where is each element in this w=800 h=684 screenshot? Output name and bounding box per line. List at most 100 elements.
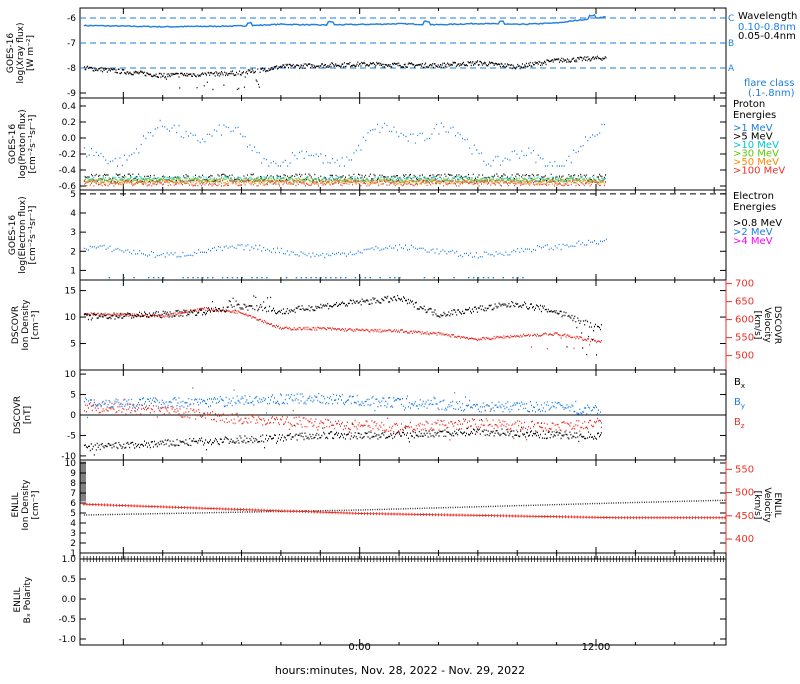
y-axis-label: [nT] [23, 406, 33, 424]
dscovr-mag-ylabel: DSCOVR [nT] [13, 396, 33, 434]
electron-points [83, 238, 607, 259]
y-axis-label: Bₓ Polarity [23, 576, 33, 623]
flare-label-a: A [728, 64, 735, 74]
y-tick-label-right: 700 [735, 279, 754, 290]
proton-ylabel: GOES-16 log(Proton flux) [cm⁻²s⁻¹sr⁻¹] [8, 109, 38, 178]
y-tick-label: 15 [65, 287, 76, 297]
y-axis-label: GOES-16 [6, 33, 16, 73]
y-axis-label: ENLIL [13, 587, 23, 612]
y-tick-label: -1.0 [58, 635, 76, 645]
y-axis-label: [cm⁻²s⁻¹sr⁻¹] [28, 115, 38, 174]
y-tick-label: -5 [67, 431, 76, 441]
legend-proton-0: >1 MeV [733, 123, 773, 134]
series-dscovr-density [83, 294, 602, 356]
series-proton-5 [83, 179, 606, 187]
mag-points [83, 419, 602, 456]
flare-label-c: C [728, 14, 734, 24]
density-points [83, 294, 602, 356]
y-tick-label: 8 [70, 479, 76, 489]
series-electron-2mev [83, 238, 607, 259]
y-axis-label: [cm⁻³] [31, 310, 41, 339]
y-tick-label: 10 [65, 370, 77, 380]
panel-frame [79, 552, 727, 646]
series-xray-short-points [83, 55, 607, 91]
y-tick-label: 5 [70, 391, 76, 401]
legend-flare-class: flare class [744, 78, 794, 89]
xray-ylabel: GOES-16 log(Xray flux) [W m⁻²] [6, 22, 36, 83]
y-tick-label: 0.0 [62, 134, 77, 144]
enlil-velocity-marks [82, 502, 727, 520]
y-axis-label: [cm⁻³] [31, 490, 41, 519]
mag-points [83, 387, 602, 424]
y-axis-label: log(Proton flux) [18, 109, 28, 178]
y-tick-label-right: 550 [735, 333, 754, 344]
panel-frame [79, 97, 727, 191]
y-axis-label: Ion Density [21, 479, 31, 531]
panel-frame [79, 459, 727, 554]
legend-electron-title: Electron [733, 191, 774, 202]
legend-electron-0: >0.8 MeV [733, 218, 782, 229]
y-tick-label-right: 550 [735, 464, 754, 475]
y-tick-label-right: 500 [735, 351, 754, 362]
y-axis-label: [W m⁻²] [26, 35, 36, 71]
legend-short-channel: 0.05-0.4nm [738, 31, 796, 42]
legend-proton-3: >30 MeV [733, 149, 779, 160]
y-tick-label: 2 [70, 247, 76, 257]
series-dscovr-velocity [83, 307, 602, 350]
y-tick-label: 1 [70, 549, 76, 559]
y-tick-label: 3 [70, 529, 76, 539]
flare-label-b: B [728, 39, 734, 49]
proton-points [83, 119, 605, 167]
x-tick-label-1: 12:00 [582, 642, 611, 653]
y-axis-label-right: Velocity [762, 487, 772, 523]
y-tick-label-right: 600 [735, 315, 754, 326]
y-tick-label: -8 [67, 64, 76, 74]
y-tick-label: 0.4 [62, 102, 77, 112]
y-axis-label: ENLIL [11, 492, 21, 517]
enlil-polarity-ylabel: ENLIL Bₓ Polarity [13, 576, 33, 623]
y-tick-label: 3 [70, 228, 76, 238]
y-tick-label: -10 [61, 452, 76, 462]
velocity-points [83, 307, 602, 350]
y-tick-label: 5 [70, 190, 76, 200]
legend-mag-1: By [734, 397, 745, 410]
y-tick-label: 5 [70, 340, 76, 350]
legend-electron-subtitle: Energies [733, 202, 776, 213]
y-tick-label: 0 [70, 411, 76, 421]
y-axis-label-right: DSCOVR [772, 306, 782, 344]
series-proton-0 [83, 119, 605, 167]
y-axis-label: [cm⁻²s⁻¹sr⁻¹] [28, 206, 38, 265]
enlil-density-ylabel: ENLIL Ion Density [cm⁻³] [11, 479, 41, 531]
y-axis-label-right: [km/s] [752, 311, 762, 340]
y-tick-label: -0.5 [58, 615, 76, 625]
y-tick-label: 1 [70, 266, 76, 276]
y-tick-label: 9 [70, 469, 76, 479]
y-tick-label: 5 [70, 509, 76, 519]
series-mag-By [83, 387, 602, 424]
y-tick-label: 0.0 [62, 595, 77, 605]
series-proton-4 [83, 178, 606, 186]
polarity-marks [83, 556, 724, 562]
legend-proton-title: Proton [733, 99, 765, 110]
y-tick-label: 4 [70, 209, 76, 219]
y-axis-label: DSCOVR [11, 306, 21, 344]
electron-ylabel: GOES-16 log(Electron flux) [cm⁻²s⁻¹sr⁻¹] [8, 196, 38, 273]
y-axis-label: GOES-16 [8, 124, 18, 164]
y-axis-label: GOES-16 [8, 215, 18, 255]
y-axis-label-right: [km/s] [752, 491, 762, 520]
y-tick-label: 0.5 [62, 575, 76, 585]
proton-points [83, 179, 606, 187]
y-tick-label: 0.2 [62, 118, 76, 128]
panel-frame [79, 189, 727, 281]
y-axis-label-right: ENLIL [772, 492, 782, 517]
y-tick-label: -0.6 [58, 182, 76, 192]
y-tick-label: 10 [65, 459, 77, 469]
panel-frame [79, 279, 727, 371]
y-axis-label: DSCOVR [13, 396, 23, 434]
legend-mag-0: Bx [734, 377, 745, 390]
mag-points [83, 397, 602, 441]
y-axis-label: log(Electron flux) [18, 196, 28, 273]
y-tick-label: 1.0 [62, 555, 77, 565]
